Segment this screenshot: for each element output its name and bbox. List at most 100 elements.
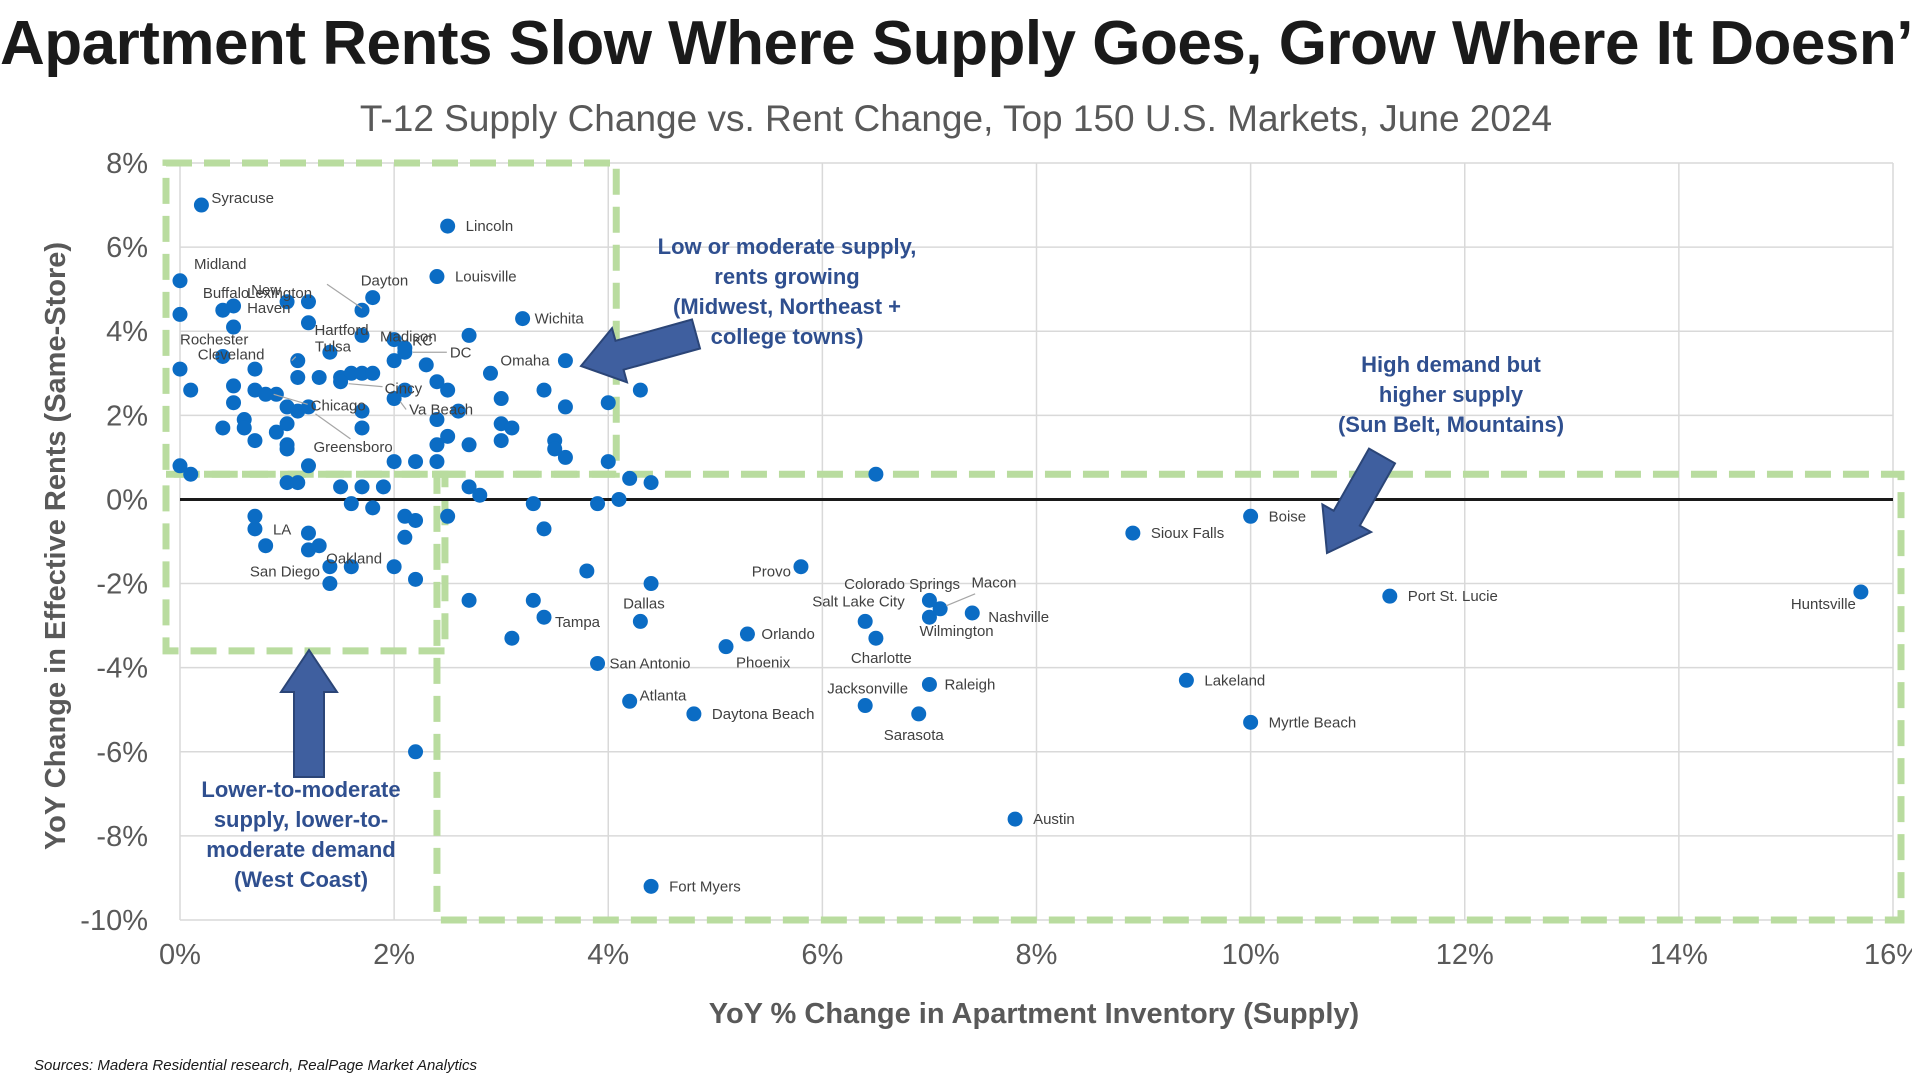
point-label-buffalo: Buffalo: [203, 285, 249, 302]
point-label-dallas: Dallas: [623, 596, 665, 613]
data-point: [183, 382, 199, 398]
point-label-cleveland: Cleveland: [198, 347, 265, 364]
point-label-salt-lake-city: Salt Lake City: [812, 593, 905, 610]
x-tick-label: 14%: [1650, 939, 1708, 971]
data-point: [472, 487, 488, 503]
data-point: [397, 529, 413, 545]
x-tick-label: 4%: [587, 939, 629, 971]
y-tick-label: 0%: [106, 484, 148, 516]
data-point: [311, 369, 327, 385]
leader-lines: [273, 283, 976, 607]
data-point: [1853, 584, 1869, 600]
region-box-sun-belt: [433, 470, 1905, 924]
point-label-cincy: Cincy: [385, 381, 423, 398]
x-axis-title: YoY % Change in Apartment Inventory (Sup…: [709, 998, 1359, 1030]
point-label-greensboro: Greensboro: [313, 439, 392, 456]
data-point: [1007, 811, 1023, 827]
data-point: [300, 294, 316, 310]
data-point: [622, 470, 638, 486]
y-tick-label: -6%: [96, 737, 148, 769]
sources-note: Sources: Madera Residential research, Re…: [34, 1057, 477, 1074]
point-label-syracuse: Syracuse: [211, 190, 274, 207]
x-tick-label: 12%: [1436, 939, 1494, 971]
point-label-sioux-falls: Sioux Falls: [1151, 525, 1224, 542]
data-point: [279, 416, 295, 432]
data-point: [643, 576, 659, 592]
data-point: [493, 391, 509, 407]
point-label-tampa: Tampa: [555, 614, 601, 631]
data-point: [857, 698, 873, 714]
leader-line: [399, 401, 407, 410]
data-point: [354, 327, 370, 343]
y-tick-label: 6%: [106, 232, 148, 264]
data-point: [1382, 588, 1398, 604]
x-tick-label: 0%: [159, 939, 201, 971]
gridlines: [179, 162, 1894, 921]
data-point: [536, 521, 552, 537]
chart-title: Apartment Rents Slow Where Supply Goes, …: [0, 9, 1912, 78]
data-point: [429, 454, 445, 470]
data-point: [183, 466, 199, 482]
point-label-kc: KC: [412, 333, 433, 350]
point-label-rochester: Rochester: [180, 331, 248, 348]
y-tick-label: -4%: [96, 653, 148, 685]
data-point: [557, 353, 573, 369]
arrow-west-coast: [279, 648, 339, 778]
data-point: [343, 365, 359, 381]
data-point: [440, 218, 456, 234]
point-labels: Syracuse Lincoln Midland Louisville Lexingto…: [180, 190, 1856, 895]
x-tick-label: 8%: [1016, 939, 1058, 971]
data-point: [354, 479, 370, 495]
annotation-arrows: [279, 318, 1397, 778]
data-point: [236, 420, 252, 436]
point-label-wichita: Wichita: [535, 311, 585, 328]
data-point: [611, 491, 627, 507]
y-tick-label: -2%: [96, 569, 148, 601]
data-point: [504, 630, 520, 646]
point-label-provo: Provo: [752, 564, 791, 581]
leader-line: [348, 383, 383, 388]
data-point: [461, 437, 477, 453]
data-point: [493, 433, 509, 449]
point-label-austin: Austin: [1033, 811, 1075, 828]
data-point: [718, 639, 734, 655]
data-point: [322, 559, 338, 575]
data-point: [311, 538, 327, 554]
data-point: [258, 538, 274, 554]
leader-line: [291, 356, 297, 362]
data-point: [932, 601, 948, 617]
data-point: [600, 454, 616, 470]
data-point: [964, 605, 980, 621]
y-tick-label: -10%: [80, 905, 148, 937]
point-label-charlotte: Charlotte: [851, 650, 912, 667]
point-label-boise: Boise: [1269, 508, 1307, 525]
data-point: [632, 382, 648, 398]
x-tick-label: 6%: [801, 939, 843, 971]
data-point: [247, 508, 263, 524]
point-label-san-diego: San Diego: [250, 564, 320, 581]
y-tick-label: -8%: [96, 821, 148, 853]
data-point: [1178, 672, 1194, 688]
data-point: [921, 609, 937, 625]
data-point: [354, 365, 370, 381]
point-label-hartford: Hartford: [314, 322, 368, 339]
point-label-chicago: Chicago: [311, 397, 366, 414]
data-point: [333, 374, 349, 390]
data-point: [268, 424, 284, 440]
point-label-lincoln: Lincoln: [466, 218, 514, 235]
data-point: [193, 197, 209, 213]
data-point: [397, 382, 413, 398]
data-point: [525, 592, 541, 608]
data-point: [386, 353, 402, 369]
data-point: [600, 395, 616, 411]
point-label-orlando: Orlando: [761, 626, 814, 643]
data-point: [279, 294, 295, 310]
data-point: [300, 525, 316, 541]
data-point: [375, 479, 391, 495]
data-point: [557, 449, 573, 465]
point-label-omaha: Omaha: [500, 353, 550, 370]
point-label-sarasota: Sarasota: [884, 727, 945, 744]
point-label-lexington: Lexington: [247, 285, 312, 302]
data-point: [643, 878, 659, 894]
